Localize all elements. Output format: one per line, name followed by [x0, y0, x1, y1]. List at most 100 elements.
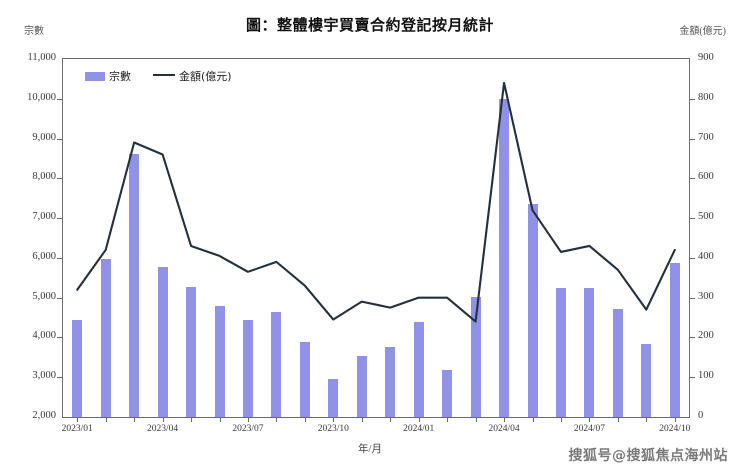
x-tick-label-2024-01: 2024/01: [403, 424, 435, 434]
x-tick-mark: [617, 418, 619, 422]
y-left-tick-label: 2,000: [32, 410, 56, 421]
y-left-tick-mark: [57, 98, 62, 100]
legend-swatch-bar-icon: [85, 71, 105, 81]
bar-2023-02: [100, 258, 111, 417]
chart-title: 圖：整體樓宇買賣合約登記按月統計: [245, 16, 494, 34]
x-tick-mark: [276, 418, 278, 422]
y-right-tick-label: 800: [698, 91, 714, 103]
bar-2024-05: [527, 204, 538, 417]
bar-2024-10: [669, 262, 680, 417]
x-tick-label-2023-10: 2023/10: [317, 424, 349, 434]
x-tick-mark: [162, 418, 164, 422]
bar-2024-03: [470, 296, 481, 417]
y-right-tick-mark: [690, 178, 695, 180]
x-tick-mark: [304, 418, 306, 422]
y-right-tick-label: 700: [698, 131, 714, 143]
x-tick-mark: [105, 418, 107, 422]
bar-2023-11: [356, 356, 367, 417]
bar-2024-01: [413, 321, 424, 417]
y-left-tick-mark: [57, 257, 62, 259]
y-right-tick-label: 500: [698, 211, 714, 223]
y-left-tick-label: 5,000: [32, 290, 56, 302]
y-right-tick-mark: [690, 377, 695, 379]
y-left-tick-label: 11,000: [27, 52, 57, 63]
y-axis-left-title: 宗數: [24, 26, 44, 37]
x-tick-label-2023-01: 2023/01: [61, 424, 93, 434]
x-tick-mark: [589, 418, 591, 422]
plot-area: 宗數 金額(億元): [62, 58, 690, 418]
y-right-tick-label: 100: [698, 370, 714, 382]
chart-legend: 宗數 金額(億元): [85, 68, 232, 84]
y-left-tick-mark: [57, 337, 62, 339]
bar-2023-01: [72, 319, 83, 417]
y-right-tick-mark: [690, 297, 695, 299]
bar-2023-10: [328, 379, 339, 417]
y-left-tick-mark: [57, 178, 62, 180]
y-left-tick-mark: [57, 377, 62, 379]
x-tick-mark: [475, 418, 477, 422]
y-left-tick-mark: [57, 138, 62, 140]
bar-2024-09: [641, 343, 652, 417]
x-tick-mark: [447, 418, 449, 422]
bar-2024-07: [584, 287, 595, 417]
y-right-tick-mark: [690, 337, 695, 339]
y-right-tick-label: 900: [698, 52, 714, 63]
y-left-tick-label: 4,000: [32, 330, 56, 342]
bar-2023-12: [385, 347, 396, 417]
bar-2024-04: [499, 98, 510, 417]
x-tick-mark: [219, 418, 221, 422]
y-left-tick-label: 9,000: [32, 131, 56, 143]
y-right-tick-label: 600: [698, 171, 714, 183]
plot-inner: [63, 59, 689, 417]
y-right-tick-label: 400: [698, 250, 714, 262]
y-left-tick-label: 8,000: [32, 171, 56, 183]
y-left-tick-label: 10,000: [27, 91, 56, 103]
legend-label-bar: 宗數: [109, 70, 131, 83]
y-left-tick-label: 6,000: [32, 250, 56, 262]
x-tick-mark: [77, 418, 79, 422]
y-axis-right-title: 金額(億元): [679, 26, 726, 37]
x-tick-mark: [247, 418, 249, 422]
x-tick-mark: [134, 418, 136, 422]
y-right-tick-label: 0: [698, 410, 704, 421]
legend-swatch-line-icon: [153, 74, 175, 76]
bar-2024-06: [555, 288, 566, 417]
x-tick-mark: [361, 418, 363, 422]
y-right-tick-mark: [690, 257, 695, 259]
y-right-tick-mark: [690, 218, 695, 220]
line-series-amount: [76, 81, 676, 323]
x-tick-mark: [191, 418, 193, 422]
x-tick-label-2024-10: 2024/10: [659, 424, 691, 434]
bar-2023-06: [214, 306, 225, 417]
bar-2023-05: [186, 286, 197, 417]
y-left-tick-label: 3,000: [32, 370, 56, 382]
y-left-tick-mark: [57, 297, 62, 299]
bar-2024-02: [442, 369, 453, 417]
y-right-tick-mark: [690, 138, 695, 140]
legend-item-line: 金額(億元): [153, 68, 232, 84]
bar-2023-07: [242, 320, 253, 417]
x-tick-label-2024-07: 2024/07: [573, 424, 605, 434]
legend-item-bar: 宗數: [85, 68, 131, 84]
x-tick-mark: [560, 418, 562, 422]
bar-2024-08: [612, 308, 623, 417]
y-left-tick-mark: [57, 218, 62, 220]
line-path-amount: [76, 81, 676, 323]
y-right-tick-mark: [690, 98, 695, 100]
legend-label-line: 金額(億元): [179, 70, 232, 83]
bar-2023-03: [129, 154, 140, 417]
x-tick-mark: [532, 418, 534, 422]
y-left-tick-label: 7,000: [32, 211, 56, 223]
x-tick-mark: [333, 418, 335, 422]
x-tick-label-2023-04: 2023/04: [147, 424, 179, 434]
y-right-tick-label: 200: [698, 330, 714, 342]
x-tick-mark: [390, 418, 392, 422]
bar-2023-04: [157, 267, 168, 417]
x-tick-mark: [504, 418, 506, 422]
watermark: 搜狐号@搜狐焦点海州站: [568, 448, 728, 464]
x-axis-title: 年/月: [358, 444, 382, 455]
y-right-tick-label: 300: [698, 290, 714, 302]
x-tick-mark: [418, 418, 420, 422]
x-tick-mark: [674, 418, 676, 422]
bar-2023-08: [271, 311, 282, 417]
